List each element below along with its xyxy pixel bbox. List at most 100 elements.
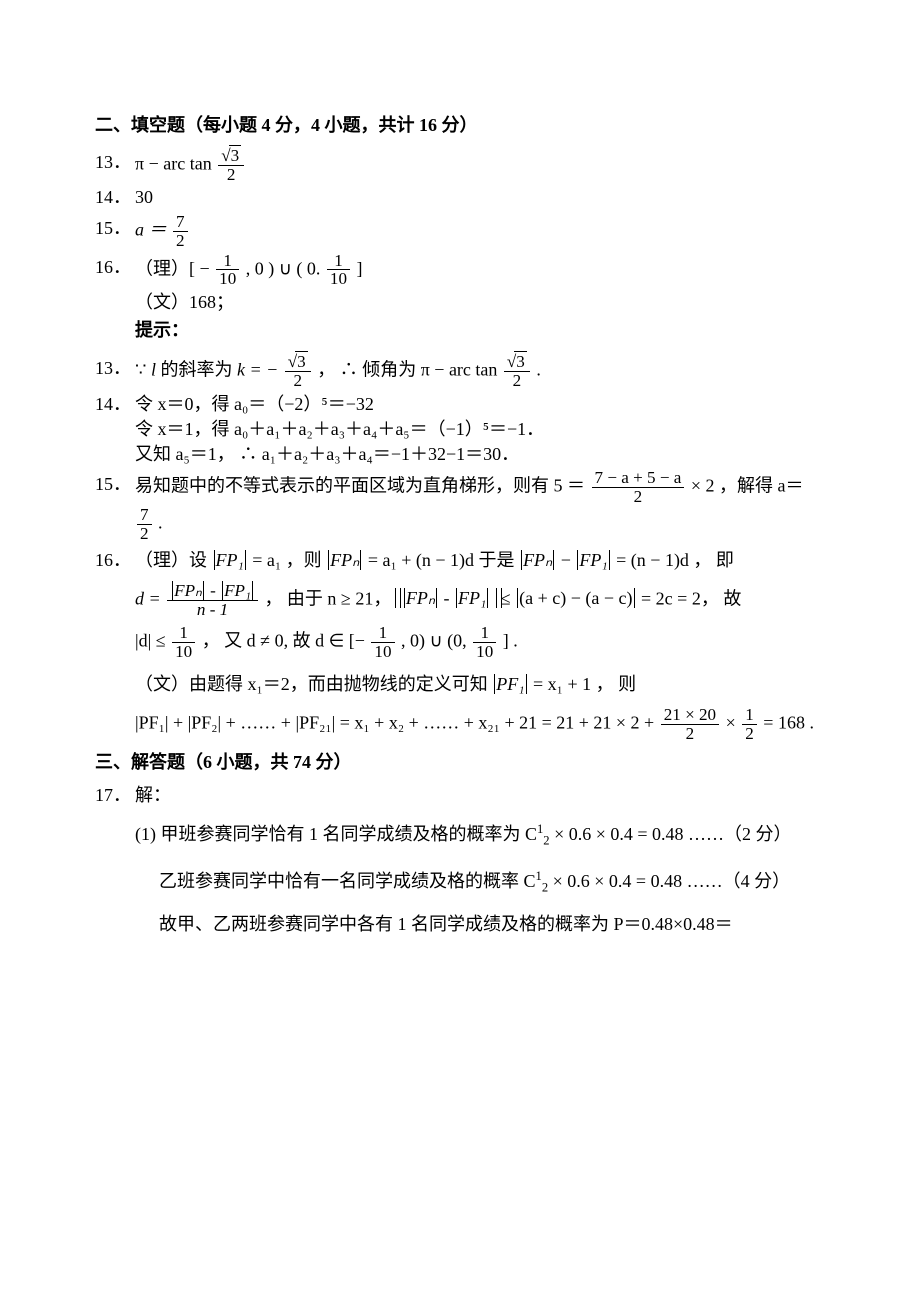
h16li-fp1b: FP₁ — [577, 550, 609, 570]
h16li-l3a: |d| ≤ — [135, 631, 170, 651]
h13-frac1-num: 3 — [288, 353, 308, 371]
p1-lead: (1) 甲班参赛同学恰有 1 名同学成绩及格的概率为 C — [135, 824, 537, 844]
q15-label: a ＝ — [135, 219, 167, 239]
h13-frac2: 3 2 — [504, 353, 530, 390]
hint16-body: （理）设 FP₁ = a₁ ，则 FPₙ = a₁ + (n − 1)d 于是 … — [135, 545, 825, 743]
q13-frac-den: 2 — [218, 166, 244, 184]
q16-frac1-num: 1 — [216, 252, 239, 271]
q17-num: 17． — [95, 783, 135, 808]
h13-k: k = − — [237, 359, 283, 379]
h16li-f3-num: 1 — [473, 624, 496, 643]
h16wen-l2b: × — [726, 712, 741, 732]
h16wen-l1b: = x₁ + 1 ， 则 — [533, 674, 636, 694]
h16li-l2a: ， 由于 n ≥ 21， — [264, 588, 395, 608]
h16li-l3d: ] . — [503, 631, 518, 651]
h15-pre: 易知题中的不等式表示的平面区域为直角梯形，则有 5 ＝ — [135, 476, 590, 496]
q16-li-after: ] — [357, 258, 363, 278]
hint14-body: 令 x＝0，得 a₀＝（−2）⁵＝−32 令 x＝1，得 a₀＋a₁＋a₂＋a₃… — [135, 392, 825, 468]
h16li-fpn2: FPₙ — [521, 550, 554, 570]
h13-frac2-num: 3 — [507, 353, 527, 371]
h16li-dfrac-mid: - — [206, 581, 220, 600]
q16-frac2-num: 1 — [327, 252, 350, 271]
q16-frac2: 1 10 — [327, 252, 350, 289]
h16wen-fa-den: 2 — [661, 725, 719, 743]
h16li-f3: 1 10 — [473, 624, 496, 661]
hints-label: 提示： — [95, 318, 825, 343]
hint15-body: 易知题中的不等式表示的平面区域为直角梯形，则有 5 ＝ 7 − a + 5 − … — [135, 469, 825, 543]
h16wen-fb: 1 2 — [742, 706, 757, 743]
q13-body: π − arc tan 3 2 — [135, 147, 825, 184]
h16li-f1: 1 10 — [172, 624, 195, 661]
h13-b: 的斜率为 — [160, 359, 237, 379]
h16li-l1b: = a₁ ，则 — [252, 550, 326, 570]
h16wen-l2c: = 168 . — [763, 712, 814, 732]
h16li-dfrac-den: n - 1 — [167, 601, 258, 619]
q16-body: （理）[ − 1 10 , 0 ) ∪ ( 0. 1 10 ] — [135, 252, 825, 289]
h16li-dfrac-b: FP₁ — [222, 581, 253, 600]
h13-frac1: 3 2 — [285, 353, 311, 390]
hint14: 14． 令 x＝0，得 a₀＝（−2）⁵＝−32 令 x＝1，得 a₀＋a₁＋a… — [95, 392, 825, 468]
p2-mid: × 0.6 × 0.4 = 0.48 ……（4 分） — [548, 871, 790, 891]
h16li-line3: |d| ≤ 1 10 ， 又 d ≠ 0, 故 d ∈ [− 1 10 , 0)… — [135, 624, 825, 661]
h15-post: . — [158, 513, 163, 533]
h16li-l3c: , 0) ∪ (0, — [401, 631, 471, 651]
q16-li-mid: , 0 ) ∪ ( 0. — [246, 258, 325, 278]
h16li-line1: （理）设 FP₁ = a₁ ，则 FPₙ = a₁ + (n − 1)d 于是 … — [135, 545, 825, 576]
h16li-dabs-b: FP₁ — [456, 588, 488, 608]
h16li-line2: d = FPₙ - FP₁ n - 1 ， 由于 n ≥ 21， FPₙ - F… — [135, 582, 825, 619]
h16li-f2-num: 1 — [371, 624, 394, 643]
h16li-f1-den: 10 — [172, 643, 195, 661]
h16li-l2b: ≤ — [501, 588, 515, 608]
h16li-l3b: ， 又 d ≠ 0, 故 d ∈ [− — [202, 631, 370, 651]
h15-ans-frac: 7 2 — [137, 506, 152, 543]
q16-wen: （文）168； — [95, 290, 825, 315]
hint13-num: 13． — [95, 353, 135, 384]
h16wen-fb-den: 2 — [742, 725, 757, 743]
h16li-d-eq: d = — [135, 588, 165, 608]
h16li-rhs: (a + c) − (a − c) — [517, 588, 634, 608]
q13-text-before: π − arc tan — [135, 153, 216, 173]
h16li-l2c: = 2c = 2， 故 — [641, 588, 741, 608]
q15-num: 15． — [95, 213, 135, 244]
h13-c: ， ∴ 倾角为 π − arc tan — [317, 359, 502, 379]
h15-frac-den: 2 — [592, 488, 685, 506]
q17-p3: 故甲、乙两班参赛同学中各有 1 名同学成绩及格的概率为 P＝0.48×0.48＝ — [95, 909, 825, 940]
q14-num: 14． — [95, 185, 135, 210]
h15-mid: × 2 ，解得 a＝ — [691, 476, 804, 496]
hint13-body: ∵ l 的斜率为 k = − 3 2 ， ∴ 倾角为 π − arc tan 3… — [135, 353, 825, 390]
h16li-l1a: （理）设 — [135, 550, 212, 570]
h16li-dfrac: FPₙ - FP₁ n - 1 — [167, 582, 258, 619]
section3-heading: 三、解答题（6 小题，共 74 分） — [95, 747, 825, 778]
q17-p1: (1) 甲班参赛同学恰有 1 名同学成绩及格的概率为 C12 × 0.6 × 0… — [95, 819, 825, 852]
q16: 16． （理）[ − 1 10 , 0 ) ∪ ( 0. 1 10 ] — [95, 252, 825, 289]
h16li-fpn: FPₙ — [328, 550, 361, 570]
h15-ans-num: 7 — [137, 506, 152, 525]
q17: 17． 解： — [95, 783, 825, 808]
h14-l2: 令 x＝1，得 a₀＋a₁＋a₂＋a₃＋a₄＋a₅＝（−1）⁵＝−1． — [135, 417, 825, 442]
h15-ans-den: 2 — [137, 525, 152, 543]
h16wen-line1: （文）由题得 x₁＝2，而由抛物线的定义可知 PF₁ = x₁ + 1 ， 则 — [135, 669, 825, 700]
q13: 13． π − arc tan 3 2 — [95, 147, 825, 184]
h16li-f2-den: 10 — [371, 643, 394, 661]
hint15: 15． 易知题中的不等式表示的平面区域为直角梯形，则有 5 ＝ 7 − a + … — [95, 469, 825, 543]
h13-a: ∵ — [135, 359, 151, 379]
h14-l1: 令 x＝0，得 a₀＝（−2）⁵＝−32 — [135, 392, 825, 417]
h16li-dabs-mid: - — [439, 588, 454, 608]
h16wen-line2: |PF₁| + |PF₂| + …… + |PF₂₁| = x₁ + x₂ + … — [135, 706, 825, 743]
hint15-num: 15． — [95, 469, 135, 500]
hint14-num: 14． — [95, 392, 135, 417]
h16li-l1c: = a₁ + (n − 1)d 于是 — [368, 550, 519, 570]
q13-frac-num: 3 — [221, 147, 241, 165]
q17-p2: 乙班参赛同学中恰有一名同学成绩及格的概率 C12 × 0.6 × 0.4 = 0… — [95, 866, 825, 899]
q16-frac1: 1 10 — [216, 252, 239, 289]
h16li-f3-den: 10 — [473, 643, 496, 661]
q13-num: 13． — [95, 147, 135, 178]
h16li-dfrac-a: FPₙ — [172, 581, 204, 600]
h16li-minus: − — [561, 550, 576, 570]
q16-frac2-den: 10 — [327, 270, 350, 288]
h16li-fp1: FP₁ — [214, 550, 246, 570]
q15: 15． a ＝ 7 2 — [95, 213, 825, 250]
q16-num: 16． — [95, 252, 135, 283]
p2-lead: 乙班参赛同学中恰有一名同学成绩及格的概率 C — [159, 871, 536, 891]
h15-frac: 7 − a + 5 − a 2 — [592, 469, 685, 506]
